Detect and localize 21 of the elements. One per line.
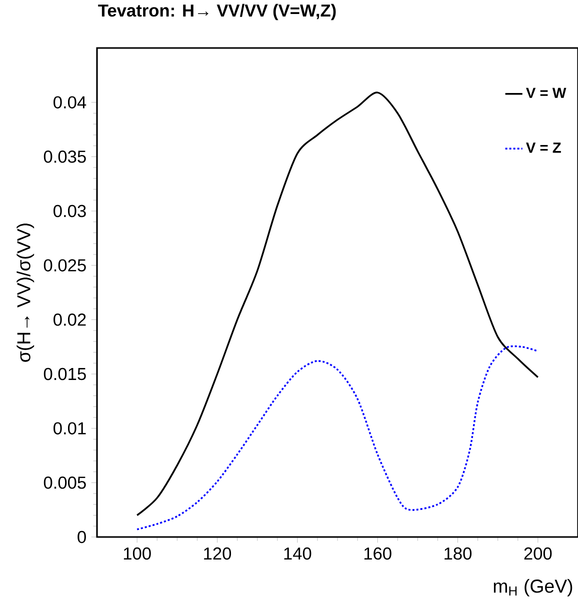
y-tick-label: 0.04 [54, 96, 86, 108]
x-tick-label: 180 [444, 547, 472, 560]
y-tick-label: 0.03 [54, 204, 86, 218]
legend-label: V = Z [526, 142, 561, 153]
chart-title: Tevatron: H→ VV/VV (V=W,Z) [98, 4, 336, 20]
y-axis-title: σ(H→ VV)/σ(VV) [16, 224, 34, 362]
x-tick-label: 120 [204, 547, 232, 560]
x-tick-label: 160 [364, 547, 392, 560]
y-tick-label: 0.01 [54, 422, 86, 434]
y-tick-label: 0.035 [44, 150, 86, 163]
line-series [136, 345, 539, 530]
x-tick-label: 140 [284, 547, 312, 560]
y-tick-label: 0 [78, 530, 86, 544]
x-tick-label: 200 [524, 547, 552, 560]
x-tick-label: 100 [124, 547, 151, 560]
x-axis-title: m$_{H}$ (GeV) [494, 579, 572, 596]
y-tick-label: 0.025 [44, 259, 86, 272]
y-tick-label: 0.02 [54, 314, 86, 326]
y-tick-label: 0.015 [44, 368, 86, 380]
legend-label: V = W [526, 88, 566, 98]
y-tick-label: 0.005 [44, 476, 86, 489]
